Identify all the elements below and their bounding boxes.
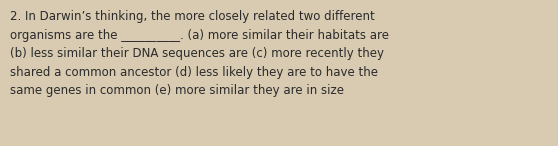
Text: 2. In Darwin’s thinking, the more closely related two different
organisms are th: 2. In Darwin’s thinking, the more closel… (10, 10, 389, 97)
